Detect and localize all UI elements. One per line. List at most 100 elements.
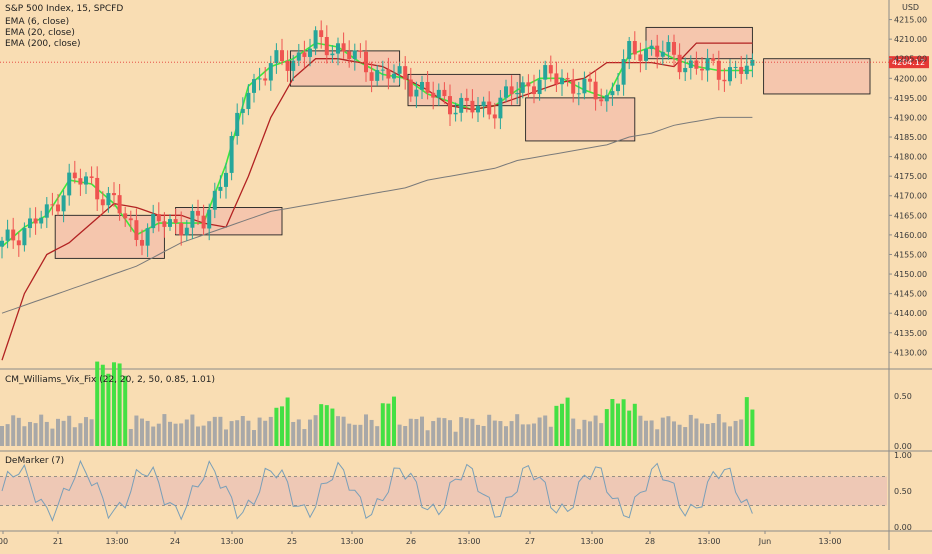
time-tick-label: 13:00 [818,537,841,546]
candle-body [616,84,620,92]
vix-bar [504,426,508,446]
candle-body [548,65,553,74]
candle-body [190,210,195,228]
vix-bar [414,419,419,446]
candle-body [386,69,391,79]
vix-bar [263,420,268,446]
price-tick-label: 4160.00 [894,231,927,240]
candle-body [655,45,660,57]
vix-bar [201,425,206,446]
vix-bar [476,424,480,446]
candle-body [728,67,732,82]
candle-body [89,176,94,178]
candle-body [224,172,228,187]
time-tick-label: 26 [406,537,416,546]
time-tick-label: 27 [525,537,535,546]
candle-body [352,50,357,60]
vix-bar [571,418,576,446]
candle-body [408,79,413,97]
price-tick-label: 4150.00 [894,270,927,279]
candle-body [705,58,710,71]
candle-body [212,190,217,210]
candle-body [263,78,268,81]
vix-bar [420,416,424,446]
legend-ema200: EMA (200, close) [5,39,81,49]
vix-bar [229,421,234,446]
vix-bar [173,423,178,446]
candle-body [252,79,256,93]
time-tick-label: 00 [0,537,8,546]
candle-body [621,59,626,85]
vix-bar [302,429,307,446]
demarker-tick-label: 0.50 [894,487,912,496]
vix-bar [599,423,604,446]
ema20-line [1,42,753,361]
candle-body [683,67,688,73]
time-tick-label: Jun [758,537,772,546]
candle-body [599,99,604,102]
vix-bar [666,416,671,446]
time-tick-label: 13:00 [697,537,720,546]
vix-bar [235,420,240,446]
candle-body [470,100,475,113]
vix-bar [280,406,284,446]
vix-bar [560,403,564,446]
vix-bar [683,427,688,446]
candle-body [554,73,559,85]
price-marker-label: 4204.12 [892,58,925,67]
vix-bar [576,429,581,446]
candle-body [235,112,240,137]
vix-bar [352,424,357,446]
vix-bar [711,423,716,446]
candle-body [162,221,167,227]
price-tick-label: 4155.00 [894,250,927,259]
vix-bar [694,418,699,446]
vix-bar [616,403,620,446]
time-tick-label: 24 [170,537,180,546]
vix-bar [151,426,156,446]
vix-bar [733,420,738,446]
time-tick-label: 25 [287,537,297,546]
candle-body [744,65,749,74]
vix-bar [464,418,469,446]
candle-body [425,81,430,93]
time-tick-label: 13:00 [220,537,243,546]
candle-body [201,215,206,229]
legend-demarker: DeMarker (7) [5,456,65,466]
candle-body [308,48,312,57]
candle-body [733,66,738,68]
vix-bar [386,403,391,446]
vix-bar [604,409,609,446]
candle-body [341,43,346,52]
candle-body [582,78,587,94]
vix-bar [324,405,329,446]
candle-body [453,112,458,115]
candle-body [543,65,548,80]
candle-body [39,217,44,224]
vix-bar [184,419,189,446]
vix-bar [380,403,385,446]
candle-body [672,42,676,55]
candle-body [95,177,100,200]
vix-bar [627,410,632,446]
candle-body [560,77,564,85]
candle-body [604,95,609,102]
candle-body [677,54,682,73]
vix-bar [246,420,251,446]
candle-body [33,218,38,224]
candle-body [184,227,189,236]
vix-tick-label: 0.50 [894,392,912,401]
legend-ema6: EMA (6, close) [5,17,70,27]
vix-bar [397,424,402,446]
candle-body [274,50,279,64]
price-tick-label: 4140.00 [894,309,927,318]
vix-bar [716,414,721,446]
candle-body [403,66,408,80]
candle-body [28,218,32,229]
time-tick-label: 13:00 [340,537,363,546]
candle-body [285,61,290,71]
vix-bar [520,424,525,446]
vix-bar [621,399,626,446]
candle-body [347,51,352,60]
